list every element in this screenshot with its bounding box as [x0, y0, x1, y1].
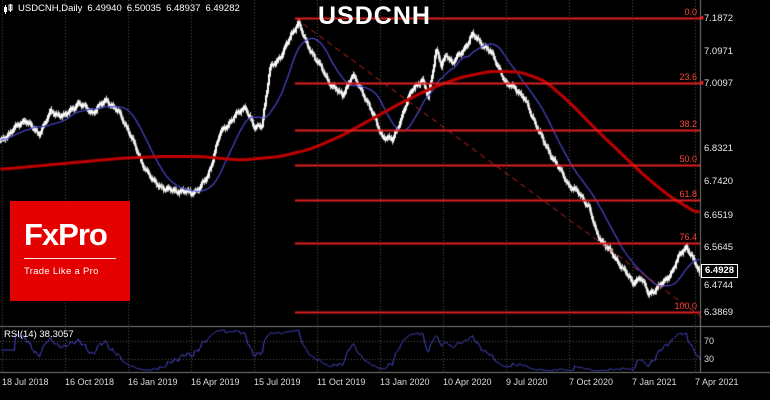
candlestick-chart-icon	[3, 3, 13, 14]
price-axis-label: 7.0097	[704, 78, 734, 90]
date-axis-label: 7 Apr 2021	[695, 377, 739, 387]
fxpro-logo-text: FxPro	[24, 217, 108, 252]
current-price-badge: 6.4928	[701, 264, 739, 278]
fib-level-axis-marker: ◄	[697, 12, 705, 22]
fib-level-label: 76.4	[679, 231, 697, 242]
fxpro-logo: FxPro Trade Like a Pro	[10, 201, 130, 301]
price-axis-label: 6.8321	[704, 143, 734, 155]
date-axis-label: 10 Apr 2020	[443, 377, 492, 387]
price-axis-label: 6.7420	[704, 176, 734, 188]
rsi-name: RSI(14)	[4, 329, 37, 340]
fib-level-label: 50.0	[679, 153, 697, 164]
date-axis-label: 16 Jan 2019	[128, 377, 178, 387]
fib-level-label: 23.6	[679, 72, 697, 83]
price-axis-label: 7.1872	[704, 12, 734, 24]
current-price-value: 6.4928	[705, 265, 735, 276]
fib-level-label: 61.8	[679, 188, 697, 199]
date-axis-label: 7 Oct 2020	[569, 377, 614, 387]
price-axis-label: 6.6519	[704, 209, 734, 221]
date-axis-label: 18 Jul 2018	[2, 377, 49, 387]
fxpro-logo-divider	[24, 258, 116, 259]
date-axis-label: 9 Jul 2020	[506, 377, 548, 387]
price-axis-label: 6.5645	[704, 241, 734, 253]
date-axis-label: 15 Jul 2019	[254, 377, 301, 387]
rsi-indicator-label: RSI(14) 38.3057	[4, 329, 74, 340]
price-axis-label: 6.3869	[704, 306, 734, 318]
rsi-value: 38.3057	[39, 329, 74, 340]
price-axis-label: 6.4744	[704, 279, 734, 291]
date-axis-label: 16 Apr 2019	[191, 377, 240, 387]
rsi-axis-label: 30	[704, 353, 715, 364]
high-value: 6.50035	[126, 3, 162, 14]
price-axis-label: 7.0971	[704, 46, 734, 58]
fxpro-tagline: Trade Like a Pro	[24, 266, 99, 277]
open-value: 6.49940	[87, 3, 122, 14]
date-axis-label: 7 Jan 2021	[632, 377, 677, 387]
fib-level-label: 0.0	[684, 6, 697, 17]
low-value: 6.48937	[166, 3, 201, 14]
date-axis-label: 13 Jan 2020	[380, 377, 430, 387]
rsi-axis-label: 70	[704, 336, 715, 347]
date-axis-label: 11 Oct 2019	[317, 377, 366, 387]
chart-info-bar: USDCNH,Daily 6.49940 6.50035 6.48937 6.4…	[3, 3, 240, 14]
date-axis-label: 16 Oct 2018	[65, 377, 115, 387]
fib-level-label: 100.0	[674, 300, 697, 311]
symbol-period-label: USDCNH,Daily	[18, 3, 83, 14]
fib-level-label: 38.2	[679, 119, 697, 130]
close-value: 6.49282	[205, 3, 240, 14]
fib-level-axis-marker: ◄	[697, 78, 705, 88]
